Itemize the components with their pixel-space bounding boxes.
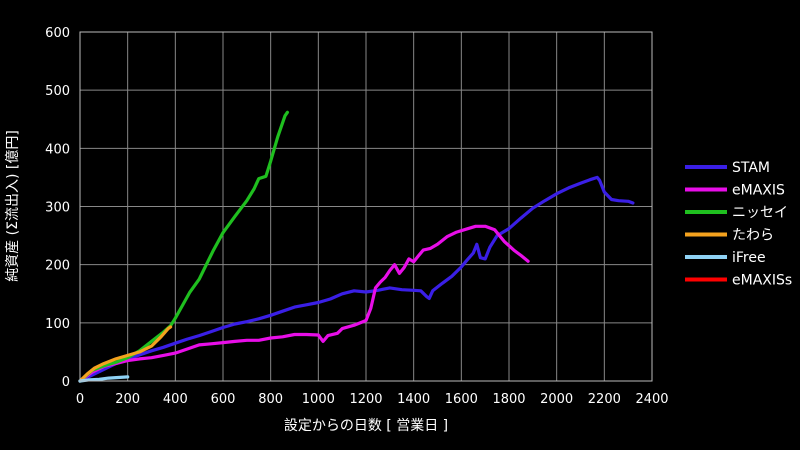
legend-label: ニッセイ [732, 205, 788, 221]
series-line [78, 375, 130, 383]
x-tick-label: 800 [258, 392, 283, 407]
tick-labels: 0 200 400 600 800 1000 1200 1400 1600 1800 2000 220… [45, 26, 668, 407]
legend-item: eMAXIS [685, 183, 785, 199]
legend-label: STAM [732, 160, 770, 176]
x-tick-label: 1800 [492, 392, 525, 407]
x-tick-label: 1000 [302, 392, 335, 407]
y-tick-label: 200 [45, 259, 70, 274]
x-tick-label: 1200 [349, 392, 382, 407]
y-axis-title: 純資産 (Σ流出入) [億円] [5, 130, 21, 282]
legend-item: STAM [685, 160, 770, 176]
x-tick-label: 2200 [588, 392, 621, 407]
legend-item: iFree [685, 250, 766, 266]
y-tick-label: 600 [45, 26, 70, 41]
y-tick-label: 400 [45, 142, 70, 157]
series-line [78, 325, 173, 383]
x-tick-label: 600 [211, 392, 236, 407]
series-lines [78, 110, 635, 383]
plot-frame [79, 31, 653, 382]
y-tick-label: 500 [45, 84, 70, 99]
x-tick-label: 2400 [635, 392, 668, 407]
series-line [78, 175, 635, 383]
x-tick-label: 400 [163, 392, 188, 407]
series-line [78, 110, 289, 383]
legend-item: eMAXISs [685, 273, 792, 289]
legend-label: eMAXISs [732, 273, 792, 289]
legend-label: たわら [732, 228, 774, 244]
x-tick-label: 200 [115, 392, 140, 407]
legend-label: iFree [732, 250, 766, 266]
x-tick-label: 0 [76, 392, 84, 407]
x-tick-label: 2000 [540, 392, 573, 407]
x-axis-title: 設定からの日数 [ 営業日 ] [284, 418, 448, 434]
y-tick-label: 100 [45, 317, 70, 332]
y-tick-label: 0 [62, 375, 70, 390]
legend-item: ニッセイ [685, 205, 788, 221]
legend-item: たわら [685, 228, 774, 244]
legend-label: eMAXIS [732, 183, 785, 199]
x-tick-label: 1600 [445, 392, 478, 407]
x-tick-label: 1400 [397, 392, 430, 407]
y-tick-label: 300 [45, 201, 70, 216]
grid [80, 32, 652, 381]
series-line [78, 224, 530, 383]
